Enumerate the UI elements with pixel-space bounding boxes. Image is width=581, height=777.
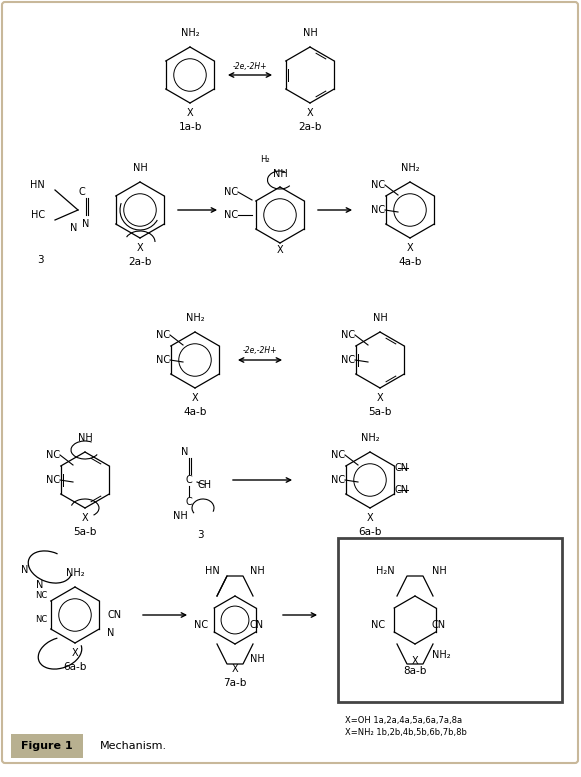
Text: NH: NH — [372, 313, 388, 323]
Text: NH: NH — [78, 433, 92, 443]
Text: X: X — [82, 513, 88, 523]
Text: 2a-b: 2a-b — [128, 257, 152, 267]
Text: X: X — [407, 243, 413, 253]
Text: X=NH₂ 1b,2b,4b,5b,6b,7b,8b: X=NH₂ 1b,2b,4b,5b,6b,7b,8b — [345, 728, 467, 737]
Text: H₂N: H₂N — [376, 566, 395, 576]
Text: HC: HC — [31, 210, 45, 220]
Text: NC: NC — [194, 620, 208, 630]
Text: NH: NH — [432, 566, 447, 576]
Text: 3: 3 — [37, 255, 44, 265]
Text: NH: NH — [250, 566, 265, 576]
Text: X: X — [192, 393, 198, 403]
Text: N: N — [70, 223, 78, 233]
Text: 7a-b: 7a-b — [223, 678, 247, 688]
Text: C: C — [185, 497, 192, 507]
Text: X: X — [412, 656, 418, 666]
Text: NH₂: NH₂ — [401, 163, 419, 173]
Text: CN: CN — [395, 485, 409, 495]
Text: CN: CN — [395, 463, 409, 473]
Text: NC: NC — [341, 355, 355, 365]
Text: X: X — [137, 243, 144, 253]
Text: H₂: H₂ — [260, 155, 270, 165]
Text: NC: NC — [331, 475, 345, 485]
Text: 2a-b: 2a-b — [298, 122, 322, 132]
Text: NH: NH — [132, 163, 148, 173]
Text: NH₂: NH₂ — [66, 568, 84, 578]
Text: -2e,-2H+: -2e,-2H+ — [233, 62, 267, 71]
Text: NC: NC — [224, 210, 238, 220]
Text: 6a-b: 6a-b — [63, 662, 87, 672]
Text: X: X — [187, 108, 193, 118]
Text: NC: NC — [371, 620, 385, 630]
Text: 5a-b: 5a-b — [368, 407, 392, 417]
Text: NC: NC — [46, 450, 60, 460]
Text: NC: NC — [156, 355, 170, 365]
Text: 4a-b: 4a-b — [399, 257, 422, 267]
Text: CN: CN — [432, 620, 446, 630]
Text: N: N — [181, 447, 189, 457]
Text: CN: CN — [107, 610, 121, 620]
Text: NC: NC — [341, 330, 355, 340]
Text: NH₂: NH₂ — [361, 433, 379, 443]
Text: CH: CH — [198, 480, 212, 490]
FancyBboxPatch shape — [338, 538, 562, 702]
Text: NC: NC — [46, 475, 60, 485]
Text: NC: NC — [224, 187, 238, 197]
FancyBboxPatch shape — [2, 2, 578, 763]
Text: 8a-b: 8a-b — [403, 666, 426, 676]
Text: X=OH 1a,2a,4a,5a,6a,7a,8a: X=OH 1a,2a,4a,5a,6a,7a,8a — [345, 716, 462, 725]
Text: NC: NC — [156, 330, 170, 340]
Text: NC: NC — [371, 180, 385, 190]
Text: X: X — [367, 513, 374, 523]
Text: NH: NH — [173, 511, 188, 521]
Text: NH: NH — [303, 28, 317, 38]
Text: NH₂: NH₂ — [181, 28, 199, 38]
Text: 5a-b: 5a-b — [73, 527, 96, 537]
Text: NC: NC — [371, 205, 385, 215]
Text: HN: HN — [205, 566, 220, 576]
FancyBboxPatch shape — [11, 734, 83, 758]
Text: NH₂: NH₂ — [186, 313, 205, 323]
Text: X: X — [232, 664, 238, 674]
Text: X: X — [376, 393, 383, 403]
Text: N: N — [21, 565, 28, 575]
Text: N: N — [36, 580, 44, 590]
Text: CN: CN — [250, 620, 264, 630]
Text: N: N — [107, 628, 114, 638]
Text: NH: NH — [250, 654, 265, 664]
Text: -2e,-2H+: -2e,-2H+ — [243, 346, 277, 354]
Text: X: X — [307, 108, 313, 118]
Text: 1a-b: 1a-b — [178, 122, 202, 132]
Text: C: C — [185, 475, 192, 485]
Text: N: N — [83, 219, 89, 229]
Text: X: X — [277, 245, 284, 255]
Text: C: C — [78, 187, 85, 197]
Text: NC: NC — [35, 591, 47, 600]
Text: Figure 1: Figure 1 — [21, 741, 73, 751]
Text: 3: 3 — [197, 530, 203, 540]
Text: HN: HN — [30, 180, 45, 190]
Text: NC: NC — [331, 450, 345, 460]
Text: X: X — [71, 648, 78, 658]
Text: NH: NH — [272, 169, 288, 179]
Text: 4a-b: 4a-b — [184, 407, 207, 417]
Text: NH₂: NH₂ — [432, 650, 451, 660]
Text: Mechanism.: Mechanism. — [100, 741, 167, 751]
Text: 6a-b: 6a-b — [358, 527, 382, 537]
Text: NC: NC — [35, 615, 47, 625]
